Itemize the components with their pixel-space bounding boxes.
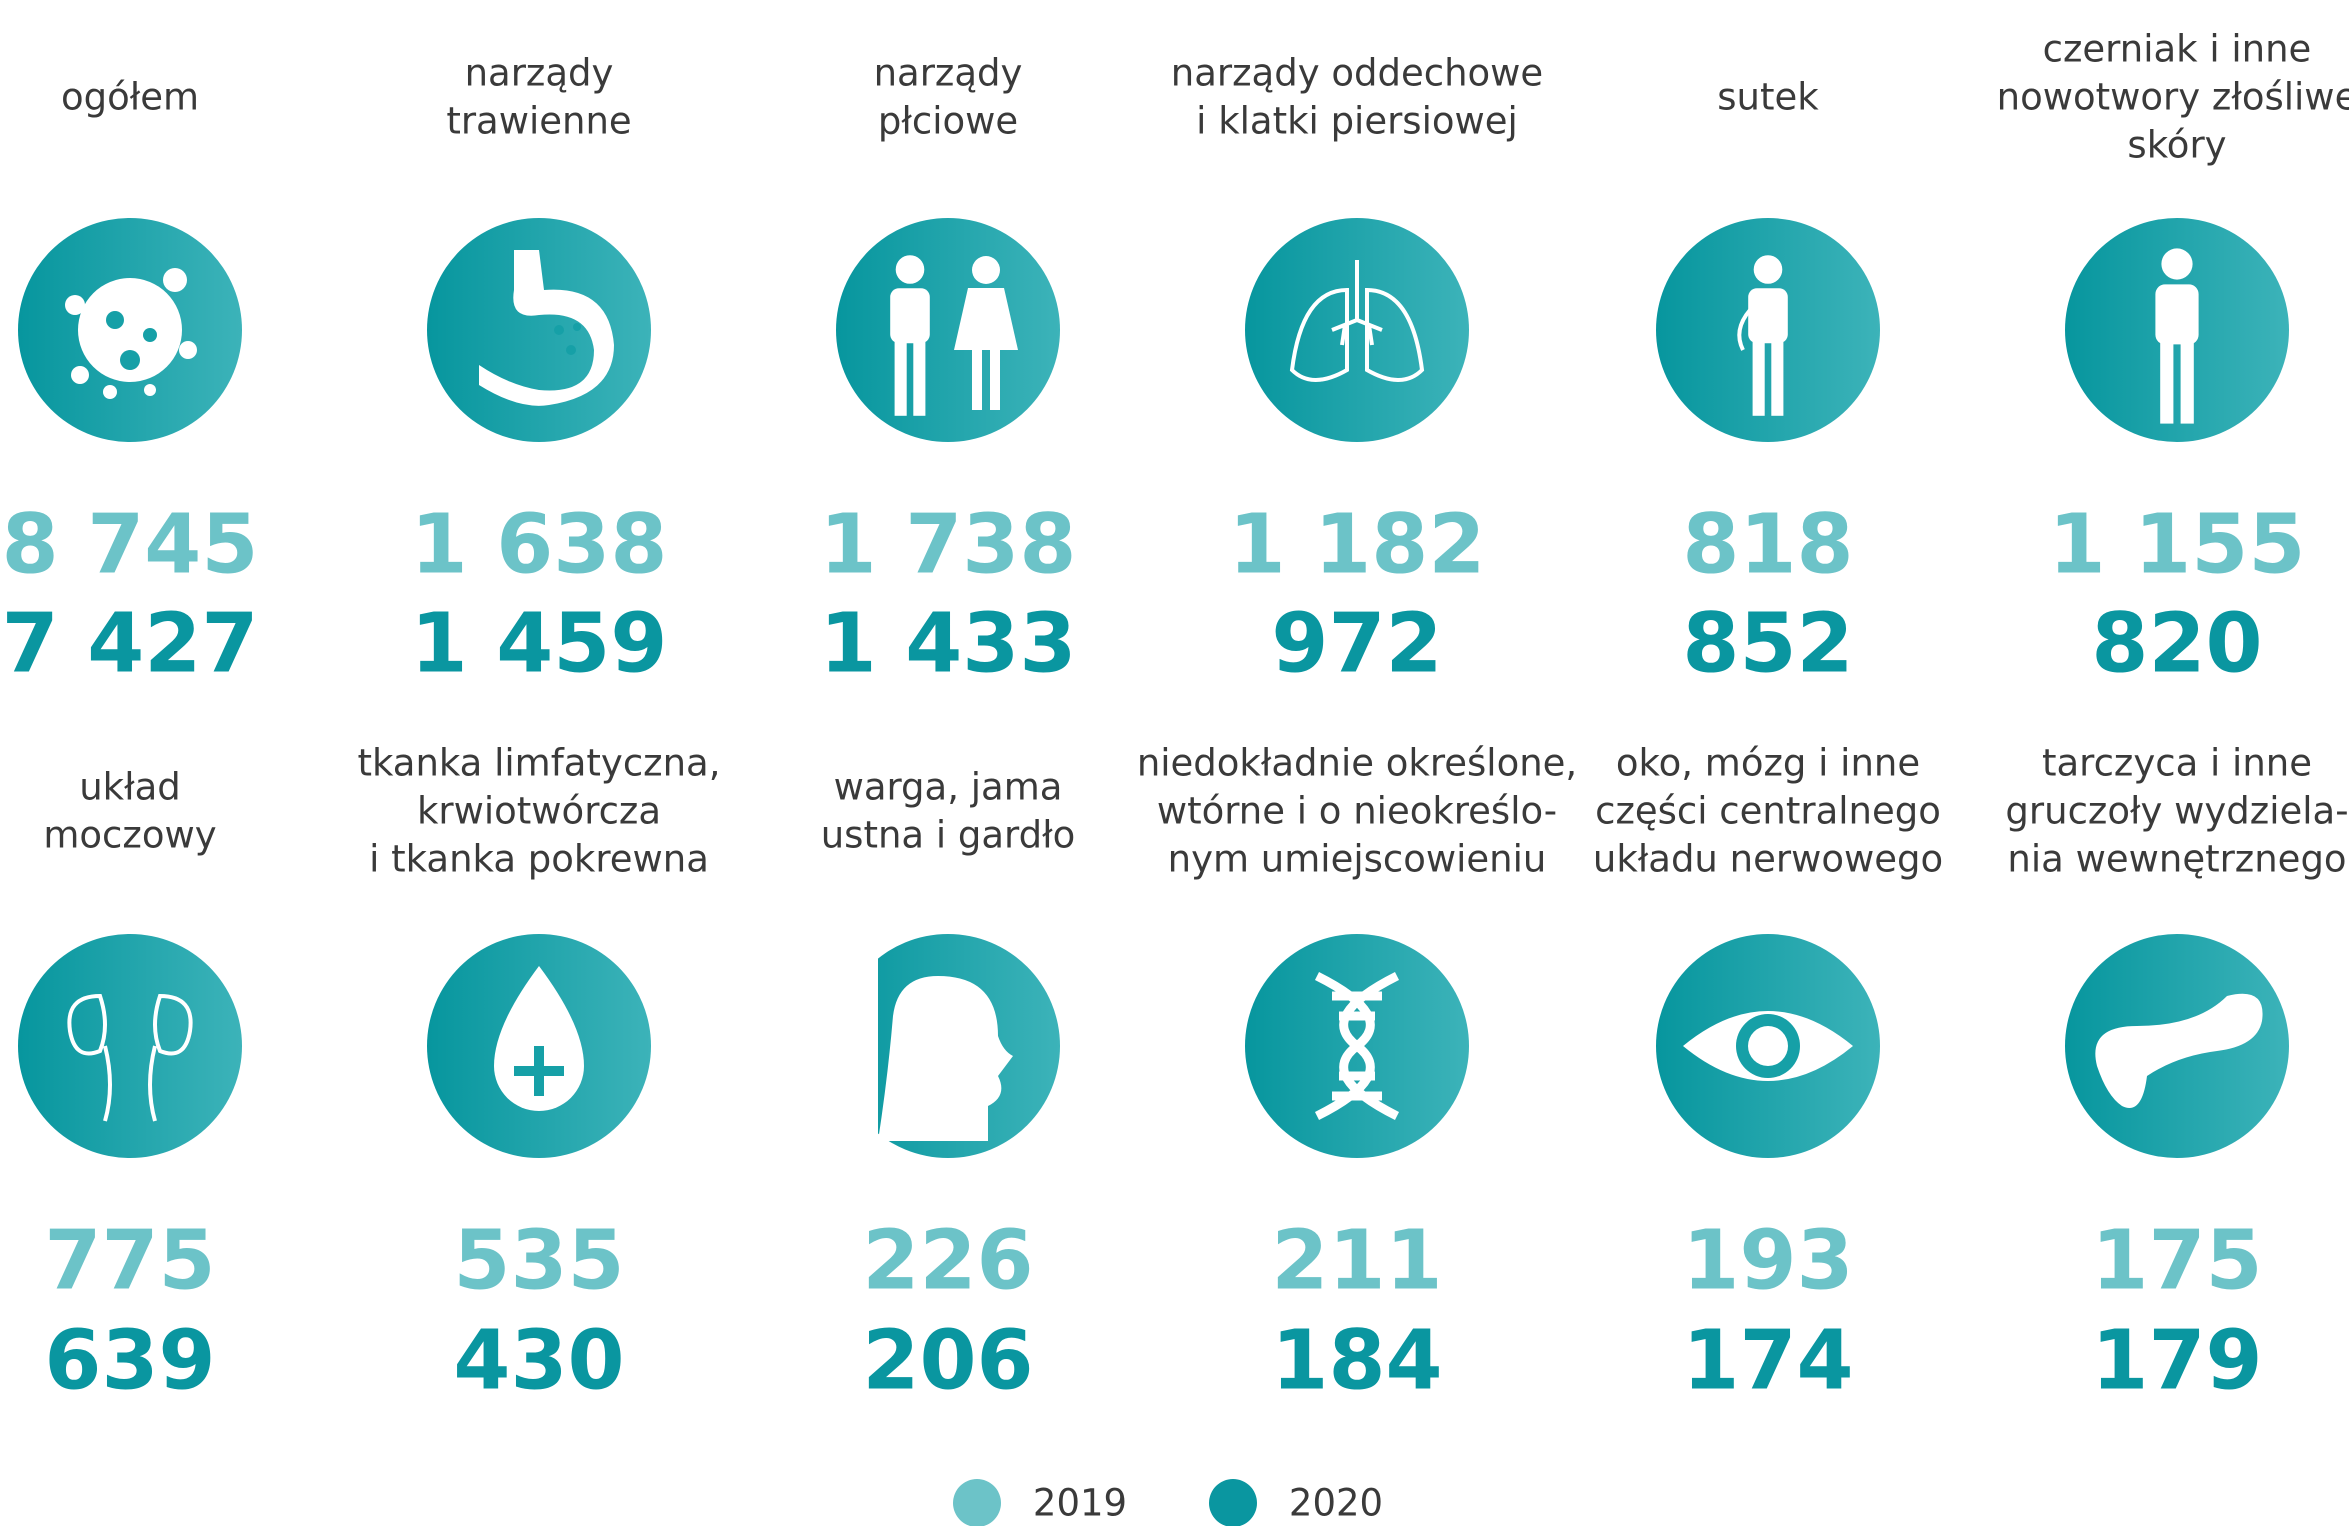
value-2020: 174: [1682, 1313, 1853, 1408]
value-2020: 820: [2091, 596, 2262, 691]
icon: [2155, 248, 2199, 424]
icon-circle: [18, 934, 242, 1158]
value-2020: 1 433: [820, 596, 1077, 691]
category-label: sutek: [1717, 76, 1819, 119]
value-2020: 1 459: [411, 596, 668, 691]
category-label: nowotwory złośliwe: [1997, 76, 2349, 119]
value-2019: 818: [1682, 497, 1853, 592]
legend-swatch: [953, 1479, 1001, 1526]
icon: [1289, 260, 1425, 382]
category-label: moczowy: [43, 814, 216, 857]
category-label: narządy: [465, 52, 614, 95]
category-label: warga, jama: [834, 766, 1063, 809]
category-label: nia wewnętrznego: [2007, 838, 2346, 881]
icon: [479, 250, 614, 406]
value-2019: 1 182: [1229, 497, 1486, 592]
legend-label: 2020: [1289, 1482, 1383, 1525]
category-label: tkanka limfatyczna,: [358, 742, 721, 785]
category-label: czerniak i inne: [2043, 28, 2312, 71]
value-2020: 972: [1271, 596, 1442, 691]
category-label: i tkanka pokrewna: [369, 838, 709, 881]
value-2019: 1 638: [411, 497, 668, 592]
value-2020: 179: [2091, 1313, 2262, 1408]
category-label: nym umiejscowieniu: [1168, 838, 1547, 881]
legend-label: 2019: [1033, 1482, 1127, 1525]
icon: [1737, 255, 1788, 416]
value-2019: 211: [1271, 1213, 1442, 1308]
icon: [494, 966, 584, 1111]
category-label: układ: [79, 766, 181, 809]
category-label: oko, mózg i inne: [1616, 742, 1920, 785]
category-label: trawienne: [446, 100, 631, 143]
value-2019: 535: [453, 1213, 624, 1308]
category-label: układu nerwowego: [1593, 838, 1943, 881]
category-label: skóry: [2127, 124, 2226, 167]
value-2020: 206: [862, 1313, 1033, 1408]
category-label: niedokładnie określone,: [1137, 742, 1577, 785]
category-label: wtórne i o nieokreślo-: [1157, 790, 1557, 833]
value-2019: 1 155: [2049, 497, 2306, 592]
value-2020: 7 427: [2, 596, 259, 691]
icon: [67, 993, 193, 1122]
category-label: ogółem: [61, 76, 199, 119]
icon: [2095, 993, 2263, 1108]
category-label: gruczoły wydziela-: [2005, 790, 2348, 833]
value-2020: 184: [1271, 1313, 1442, 1408]
value-2020: 639: [44, 1313, 215, 1408]
category-label: części centralnego: [1595, 790, 1941, 833]
category-label: ustna i gardło: [821, 814, 1076, 857]
icon-circle: [1245, 218, 1469, 442]
value-2019: 193: [1682, 1213, 1853, 1308]
icon-circle: [836, 218, 1060, 442]
value-2019: 1 738: [820, 497, 1077, 592]
value-2019: 8 745: [2, 497, 259, 592]
value-2019: 226: [862, 1213, 1033, 1308]
value-2019: 175: [2091, 1213, 2262, 1308]
value-2020: 852: [1682, 596, 1853, 691]
icon: [1314, 971, 1400, 1121]
icon: [890, 255, 1018, 416]
category-label: krwiotwórcza: [417, 790, 661, 833]
legend-swatch: [1209, 1479, 1257, 1526]
value-2019: 775: [44, 1213, 215, 1308]
category-label: tarczyca i inne: [2042, 742, 2312, 785]
value-2020: 430: [453, 1313, 624, 1408]
category-label: i klatki piersiowej: [1196, 100, 1518, 143]
category-label: narządy: [874, 52, 1023, 95]
icon: [825, 951, 1013, 1141]
category-label: narządy oddechowe: [1171, 52, 1543, 95]
icon: [1683, 1011, 1853, 1081]
icon: [65, 268, 197, 399]
category-label: płciowe: [878, 100, 1018, 143]
